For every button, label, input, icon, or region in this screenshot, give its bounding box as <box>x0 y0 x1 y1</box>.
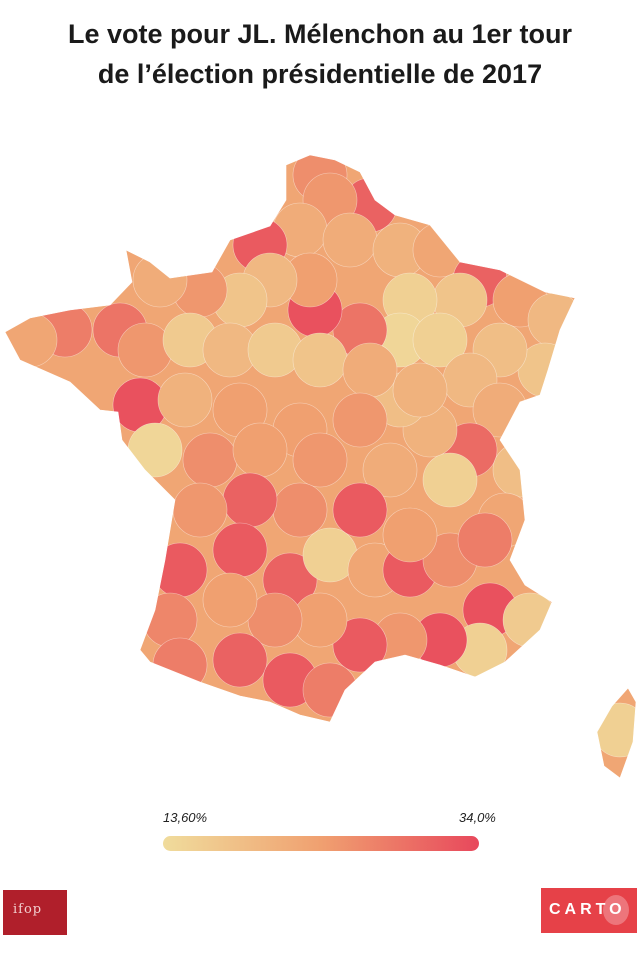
department-region <box>412 312 468 368</box>
department-region <box>222 472 278 528</box>
map-title: Le vote pour JL. Mélenchon au 1er tour d… <box>0 14 640 94</box>
department-region <box>247 322 303 378</box>
department-region <box>127 422 183 478</box>
department-region <box>132 252 188 308</box>
department-region <box>152 542 208 598</box>
department-region <box>182 432 238 488</box>
department-region <box>332 392 388 448</box>
department-region <box>422 452 478 508</box>
department-region <box>157 372 213 428</box>
department-region <box>212 522 268 578</box>
department-region <box>232 422 288 478</box>
ifop-logo: ifop <box>3 890 67 935</box>
department-region <box>527 292 583 348</box>
department-region <box>5 312 58 368</box>
department-region <box>152 637 208 693</box>
department-region <box>332 482 388 538</box>
department-region <box>592 702 636 758</box>
department-region <box>362 442 418 498</box>
department-region <box>332 617 388 673</box>
department-region <box>292 332 348 388</box>
title-line-2: de l’élection présidentielle de 2017 <box>97 59 543 89</box>
department-region <box>292 432 348 488</box>
department-region <box>212 632 268 688</box>
legend-min-label: 13,60% <box>163 810 208 825</box>
department-region <box>302 662 358 718</box>
legend-color-ramp <box>163 836 479 851</box>
carto-logo: CARTO <box>541 888 637 933</box>
legend-max-label: 34,0% <box>459 810 496 825</box>
department-region <box>272 482 328 538</box>
department-region <box>392 362 448 418</box>
department-region <box>172 482 228 538</box>
department-region <box>202 572 258 628</box>
department-region <box>342 342 398 398</box>
title-line-1: Le vote pour JL. Mélenchon au 1er tour <box>67 19 573 49</box>
department-region <box>322 212 378 268</box>
france-outline <box>4 154 637 779</box>
department-region <box>382 507 438 563</box>
department-region <box>117 322 173 378</box>
department-regions <box>5 155 636 778</box>
department-region <box>457 512 513 568</box>
